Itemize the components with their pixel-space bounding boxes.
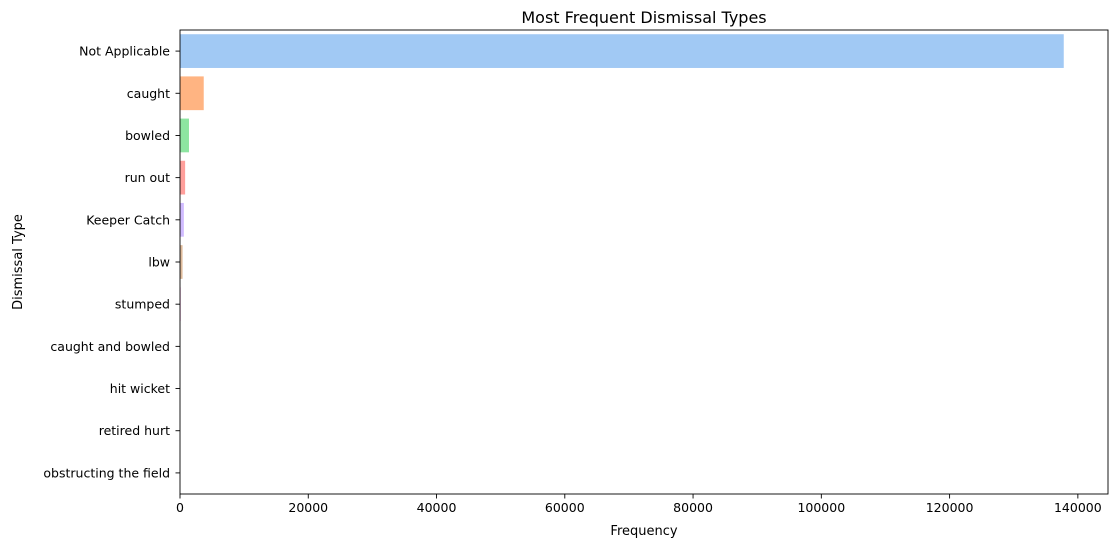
x-tick-label: 40000 xyxy=(417,500,457,515)
bar-caught xyxy=(180,76,204,111)
x-axis-ticks: 0 20000 40000 60000 80000 100000 120000 140000 xyxy=(176,494,1102,515)
y-axis-ticks: Not Applicable caught bowled run out Keeper … xyxy=(43,44,180,480)
y-tick-label: Keeper Catch xyxy=(86,212,170,227)
y-tick-label: stumped xyxy=(115,297,170,312)
y-tick-label: caught and bowled xyxy=(50,339,170,354)
plot-frame xyxy=(179,29,1109,495)
y-tick-label: run out xyxy=(125,170,171,185)
y-tick-label: obstructing the field xyxy=(43,465,170,480)
x-tick-label: 140000 xyxy=(1054,500,1102,515)
x-axis-label: Frequency xyxy=(610,524,677,539)
y-axis-label: Dismissal Type xyxy=(11,214,26,310)
x-tick-label: 60000 xyxy=(545,500,585,515)
x-tick-label: 80000 xyxy=(673,500,713,515)
y-tick-label: hit wicket xyxy=(110,381,170,396)
x-tick-label: 20000 xyxy=(288,500,328,515)
y-tick-label: bowled xyxy=(125,128,170,143)
y-tick-label: caught xyxy=(127,86,170,101)
bar-lbw xyxy=(180,245,183,279)
bar-bowled xyxy=(180,118,189,153)
x-tick-label: 100000 xyxy=(797,500,845,515)
y-tick-label: lbw xyxy=(148,255,170,270)
x-tick-label: 0 xyxy=(176,500,184,515)
y-tick-label: retired hurt xyxy=(99,423,170,438)
bar-not-applicable xyxy=(180,34,1064,68)
chart-title: Most Frequent Dismissal Types xyxy=(521,8,766,27)
bar-keeper-catch xyxy=(180,202,184,237)
y-tick-label: Not Applicable xyxy=(79,44,170,59)
bars-group xyxy=(180,34,1064,490)
bar-run-out xyxy=(180,160,186,195)
x-tick-label: 120000 xyxy=(926,500,974,515)
